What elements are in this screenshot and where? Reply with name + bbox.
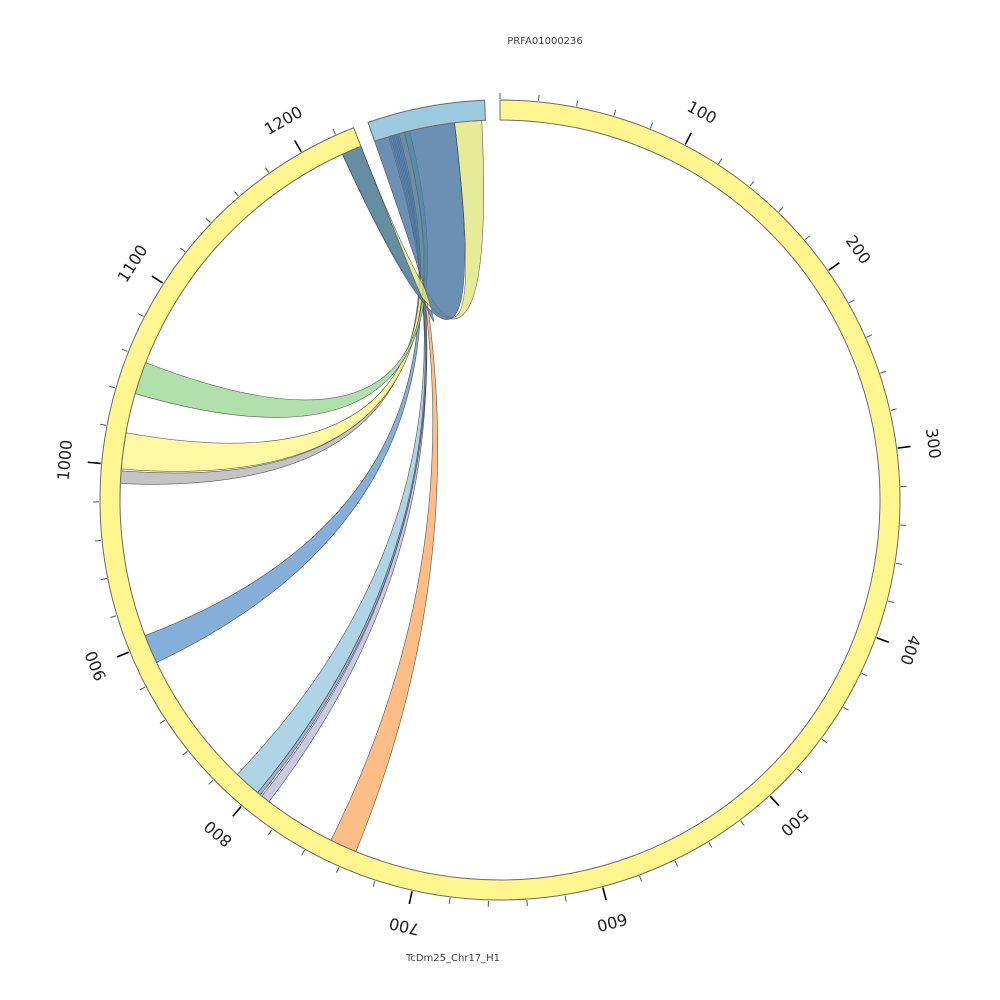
major-tick [876,637,890,643]
tick-label: 800 [200,817,236,851]
minor-tick [649,122,654,129]
minor-tick [537,94,540,101]
ticks-layer: 100 200 300 400 500 600 700 800 900 1000 1100 1200 [54,93,945,939]
minor-tick [740,820,745,826]
major-tick [828,262,840,271]
minor-tick [110,615,117,619]
tick-label: 900 [81,648,110,683]
minor-tick [843,706,849,711]
minor-tick [301,849,305,856]
minor-tick [576,100,579,107]
minor-tick [137,313,144,317]
minor-tick [613,109,617,116]
tick-label: 400 [896,633,924,668]
major-tick [232,805,242,817]
minor-tick [848,299,855,304]
minor-tick [180,247,186,253]
minor-tick [890,408,897,411]
major-tick [408,891,413,905]
tick-label: 600 [595,909,629,935]
minor-tick [332,128,336,135]
tick-label: 1000 [54,439,77,481]
major-tick [684,132,693,145]
minor-tick [267,829,273,835]
minor-tick [778,207,784,213]
minor-tick [336,867,340,873]
minor-tick [139,686,146,691]
segment-label-chr17: TcDm25_Chr17_H1 [405,953,500,964]
tick-label: 500 [777,805,812,840]
major-tick [87,461,101,465]
minor-tick [159,719,166,724]
minor-tick [887,600,895,603]
minor-tick [448,897,451,904]
segment-label-prfa: PRFA01000236 [507,36,583,47]
major-tick [151,275,164,284]
minor-tick [797,768,803,774]
minor-tick [821,738,828,744]
minor-tick [564,895,567,902]
tick-label: 300 [922,427,945,460]
tick-label: 1200 [261,102,306,139]
minor-tick [895,562,902,565]
minor-tick [749,181,754,187]
minor-tick [718,158,723,165]
minor-tick [109,385,116,389]
major-tick [769,795,780,807]
minor-tick [182,750,188,756]
minor-tick [264,167,270,173]
major-tick [116,651,130,658]
minor-tick [208,779,214,785]
tick-label: 1100 [113,241,151,286]
minor-tick [205,218,211,223]
tick-label: 700 [387,914,421,939]
tick-label: 100 [684,97,720,128]
minor-tick [866,334,873,338]
minor-tick [804,235,811,241]
ideogram-prfa [367,99,486,142]
minor-tick [121,348,128,352]
minor-tick [100,577,107,581]
minor-tick [100,423,107,426]
minor-tick [674,860,679,867]
major-tick [602,887,607,901]
links-layer [120,120,484,852]
major-tick [897,445,911,449]
minor-tick [639,875,643,882]
ideogram-layer [99,99,901,901]
minor-tick [861,672,868,677]
major-tick [294,140,302,153]
minor-tick [708,842,713,848]
minor-tick [234,191,239,197]
minor-tick [372,880,376,887]
minor-tick [880,370,887,374]
ideogram-chr17 [99,99,901,901]
link-ribbon-9 [342,122,465,322]
minor-tick [95,539,102,542]
tick-label: 200 [842,232,875,268]
